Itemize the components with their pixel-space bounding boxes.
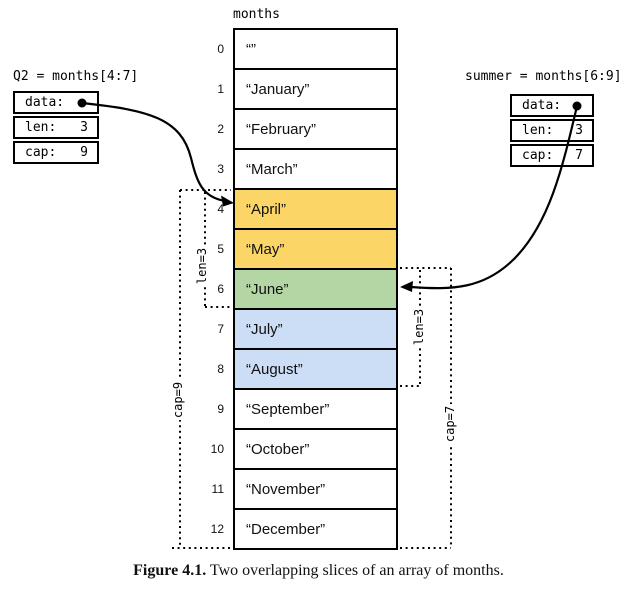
cell-index: 0 (217, 42, 224, 56)
field-value: 3 (80, 120, 88, 135)
q2-slice-title: Q2 = months[4:7] (13, 69, 139, 84)
summer-slice-title: summer = months[6:9] (465, 69, 622, 84)
q2-len-field: len: 3 (13, 116, 99, 139)
cell-index: 12 (210, 522, 224, 536)
array-row: 1 “January” (203, 68, 398, 110)
cell-index: 3 (217, 162, 224, 176)
q2-cap-label: cap=9 (170, 379, 186, 421)
array-row: 12 “December” (203, 508, 398, 550)
cell-index: 9 (217, 402, 224, 416)
summer-slice-box: data: len: 3 cap: 7 (510, 94, 594, 169)
field-value: 3 (575, 123, 583, 138)
field-label: data: (522, 98, 562, 113)
cell-index: 7 (217, 322, 224, 336)
field-label: len: (522, 123, 554, 138)
array-row: 9 “September” (203, 388, 398, 430)
array-row: 11 “November” (203, 468, 398, 510)
array-row: 2 “February” (203, 108, 398, 150)
array-row: 10 “October” (203, 428, 398, 470)
months-array: 0 “” 1 “January” 2 “February” 3 “March” … (203, 28, 398, 550)
array-row: 3 “March” (203, 148, 398, 190)
field-value: 9 (80, 145, 88, 160)
array-cell: “February” (233, 108, 398, 150)
cell-index: 6 (217, 282, 224, 296)
array-row: 8 “August” (203, 348, 398, 390)
figure-number: Figure 4.1. (133, 562, 207, 579)
array-cell-april: “April” (233, 188, 398, 230)
summer-len-field: len: 3 (510, 119, 594, 142)
array-cell: “October” (233, 428, 398, 470)
cell-index: 10 (210, 442, 224, 456)
summer-cap-label: cap=7 (442, 403, 458, 445)
array-cell-june: “June” (233, 268, 398, 310)
field-label: data: (25, 95, 65, 110)
array-cell-august: “August” (233, 348, 398, 390)
cell-index: 5 (217, 242, 224, 256)
field-label: cap: (522, 148, 554, 163)
q2-len-label: len=3 (194, 245, 210, 287)
q2-data-field: data: (13, 91, 99, 114)
summer-len-label: len=3 (411, 306, 427, 348)
field-label: len: (25, 120, 57, 135)
cell-index: 1 (217, 82, 224, 96)
array-row: 6 “June” (203, 268, 398, 310)
cell-index: 11 (211, 482, 224, 496)
cell-index: 8 (217, 362, 224, 376)
array-cell: “January” (233, 68, 398, 110)
array-cell: “December” (233, 508, 398, 550)
array-cell: “September” (233, 388, 398, 430)
array-cell: “November” (233, 468, 398, 510)
field-label: cap: (25, 145, 57, 160)
q2-cap-field: cap: 9 (13, 141, 99, 164)
array-cell-may: “May” (233, 228, 398, 270)
summer-data-field: data: (510, 94, 594, 117)
array-row: 4 “April” (203, 188, 398, 230)
array-cell-july: “July” (233, 308, 398, 350)
q2-slice-box: data: len: 3 cap: 9 (13, 91, 99, 166)
array-row: 7 “July” (203, 308, 398, 350)
array-title: months (233, 7, 280, 22)
field-value: 7 (575, 148, 583, 163)
figure-caption-text: Two overlapping slices of an array of mo… (209, 562, 504, 579)
array-cell: “” (233, 28, 398, 70)
array-cell: “March” (233, 148, 398, 190)
cell-index: 4 (217, 202, 224, 216)
array-row: 5 “May” (203, 228, 398, 270)
array-row: 0 “” (203, 28, 398, 70)
summer-cap-field: cap: 7 (510, 144, 594, 167)
figure-caption: Figure 4.1. Two overlapping slices of an… (0, 562, 637, 580)
cell-index: 2 (217, 122, 224, 136)
